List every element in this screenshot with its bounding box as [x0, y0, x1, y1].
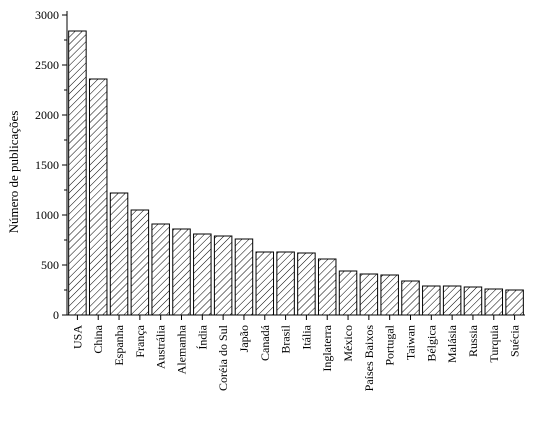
bar-11	[276, 251, 295, 316]
y-tick-label: 2500	[35, 58, 59, 72]
bars-group	[68, 30, 524, 316]
x-tick-label: Malásia	[445, 324, 459, 363]
bar-20	[463, 286, 483, 316]
bar-21	[484, 288, 504, 316]
x-tick-label: Taiwan	[404, 325, 418, 360]
x-tick-label: Coréia do Sul	[216, 324, 230, 391]
bar-14	[338, 270, 358, 316]
x-tick-label: Russia	[466, 324, 480, 357]
bar-5	[151, 223, 170, 316]
x-tick-label: Suécia	[508, 324, 522, 357]
x-tick-label: Alemanha	[175, 324, 189, 374]
x-tick-label: Espanha	[112, 324, 126, 365]
x-tick-label: China	[91, 324, 105, 353]
x-tick-label: Japão	[237, 325, 251, 352]
bar-13	[317, 258, 337, 316]
y-tick-label: 0	[53, 308, 59, 322]
y-tick-label: 2000	[35, 108, 59, 122]
x-tick-label: México	[341, 325, 355, 362]
bar-17	[401, 280, 420, 316]
x-tick-label: Inglaterra	[320, 324, 334, 371]
y-tick-label: 500	[41, 258, 59, 272]
bar-15	[359, 273, 379, 316]
y-axis-label: Número de publicações	[6, 111, 21, 234]
y-tick-label: 1500	[35, 158, 59, 172]
x-tick-label: Índia	[195, 324, 209, 349]
x-tick-label: Portugal	[383, 324, 397, 365]
x-tick-label: Brasil	[279, 324, 293, 353]
bar-12	[297, 252, 316, 316]
bar-9	[234, 238, 254, 316]
bar-19	[442, 285, 462, 316]
bar-1	[68, 30, 87, 316]
x-tick-label: Turquia	[487, 324, 501, 362]
x-tick-label: Austrália	[154, 324, 168, 369]
x-tick-label: Itália	[299, 324, 313, 349]
bar-10	[255, 251, 275, 316]
x-tick-label: Bélgica	[424, 324, 438, 361]
bar-18	[422, 285, 441, 316]
bar-8	[213, 235, 233, 316]
y-tick-label: 1000	[35, 208, 59, 222]
x-tick-label: França	[133, 324, 147, 357]
y-axis: 0 500 1000 1500 2000 2500 3000	[35, 8, 68, 322]
bar-16	[380, 274, 399, 316]
x-tick-label: Canadá	[258, 324, 272, 361]
bar-6	[172, 228, 191, 316]
bar-3	[109, 192, 129, 316]
x-tick-label: USA	[70, 325, 84, 349]
bar-7	[193, 233, 212, 316]
x-axis: USA China Espanha França Austrália Alemanha Ín…	[67, 314, 525, 392]
bar-2	[88, 78, 108, 316]
y-tick-label: 3000	[35, 8, 59, 22]
bar-4	[130, 209, 150, 316]
bar-22	[505, 289, 524, 316]
x-tick-label: Países Baixos	[362, 325, 376, 392]
